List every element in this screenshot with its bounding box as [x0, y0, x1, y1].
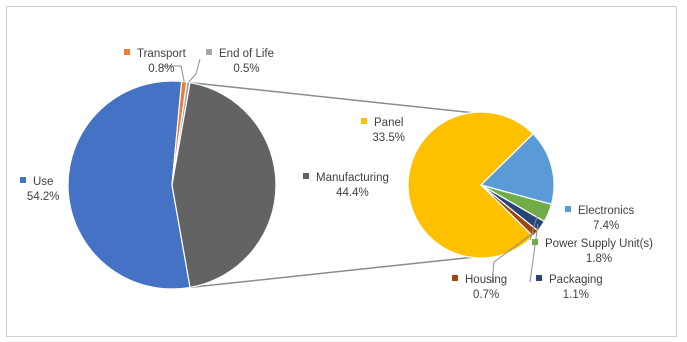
label-manufacturing: Manufacturing 44.4%: [303, 172, 389, 199]
main-pie: [67, 80, 277, 290]
legend-swatch-housing: [452, 275, 458, 281]
label-name-power-supply-unit-s: Power Supply Unit(s): [545, 238, 653, 250]
leader-line-power-supply-unit-s: [529, 209, 540, 241]
legend-swatch-power-supply-unit-s: [532, 239, 538, 245]
label-name-use: Use: [33, 176, 53, 188]
slice-electronics: [479, 132, 555, 206]
label-power-supply-unit-s: Power Supply Unit(s) 1.8%: [532, 238, 653, 265]
slice-manufacturing: [171, 81, 277, 289]
legend-swatch-end-of-life: [206, 49, 212, 55]
legend-swatch-manufacturing: [303, 173, 309, 179]
label-name-manufacturing: Manufacturing: [316, 172, 389, 184]
leader-line-transport: [162, 65, 185, 82]
label-value-electronics: 7.4%: [593, 220, 619, 232]
label-value-transport: 0.8%: [148, 63, 174, 75]
chart-frame: [6, 6, 677, 337]
connector-line-bottom: [189, 256, 476, 289]
label-value-housing: 0.7%: [473, 289, 499, 301]
label-housing: Housing 0.7%: [452, 274, 507, 301]
label-name-electronics: Electronics: [578, 205, 634, 217]
label-name-housing: Housing: [465, 274, 507, 286]
label-name-end-of-life: End of Life: [219, 48, 274, 60]
label-value-end-of-life: 0.5%: [233, 63, 259, 75]
leader-line-packaging: [529, 223, 539, 283]
secondary-pie: [407, 111, 555, 259]
label-end-of-life: End of Life 0.5%: [206, 48, 274, 75]
leader-lines: [162, 58, 540, 284]
label-name-packaging: Packaging: [549, 274, 603, 286]
slice-use: [67, 80, 191, 290]
legend-swatch-transport: [124, 49, 130, 55]
slice-panel: [407, 111, 534, 259]
label-panel: Panel 33.5%: [361, 117, 405, 144]
label-value-panel: 33.5%: [372, 132, 405, 144]
label-name-panel: Panel: [374, 117, 403, 129]
legend-swatch-electronics: [565, 206, 571, 212]
legend-swatch-use: [20, 177, 26, 183]
label-electronics: Electronics 7.4%: [565, 205, 634, 232]
label-packaging: Packaging 1.1%: [536, 274, 603, 301]
data-labels: Use 54.2% Transport 0.8% End of Life 0.5% Manu…: [20, 48, 653, 301]
leader-line-end-of-life: [188, 58, 201, 83]
connector-line-top: [189, 81, 476, 114]
legend-swatch-panel: [361, 118, 367, 124]
label-value-power-supply-unit-s: 1.8%: [586, 253, 612, 265]
label-transport: Transport 0.8%: [124, 48, 187, 75]
legend-swatch-packaging: [536, 275, 542, 281]
connector-lines: [189, 81, 476, 289]
label-value-manufacturing: 44.4%: [336, 187, 369, 199]
leader-line-housing: [491, 231, 535, 284]
label-value-packaging: 1.1%: [563, 289, 589, 301]
label-name-transport: Transport: [137, 48, 187, 60]
label-use: Use 54.2%: [20, 176, 60, 203]
slice-housing: [480, 184, 539, 238]
label-value-use: 54.2%: [27, 191, 60, 203]
